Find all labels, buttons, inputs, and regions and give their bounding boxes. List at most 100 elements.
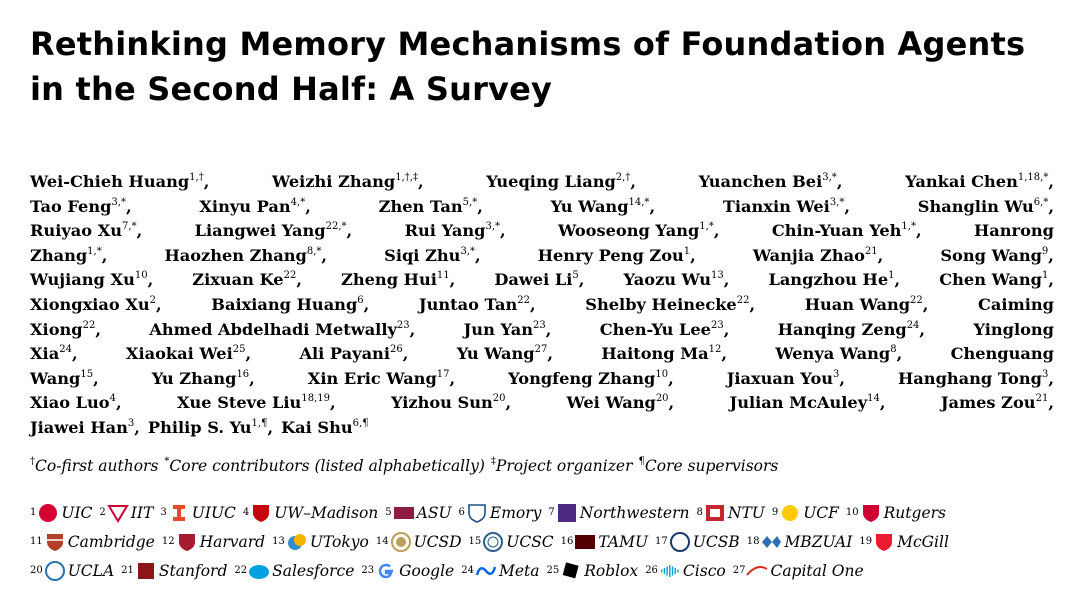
author-name: Yu Wang14,*, [550,196,656,216]
author-name: Shelby Heinecke22, [585,294,756,314]
ucla-logo [44,561,66,581]
author-name-text: Wei Wang [566,393,656,413]
author-name-text: Wenya Wang [775,344,891,364]
mcgill-logo [873,532,895,552]
affiliation-item: 22 Salesforce [234,562,355,580]
author-name: Hanqing Zeng24, [777,319,926,339]
author-name: Wujiang Xu10, [30,270,154,290]
author-name-text: Xiao Luo [30,393,110,413]
author-affiliation-marks: 23 [710,319,724,331]
author-name: Yankai Chen1,18,*, [905,172,1054,191]
footnote-mark: ¶ [638,456,645,467]
author-name-text: Weizhi Zhang [272,172,396,191]
author-name: Xinyu Pan4,*, [199,196,311,216]
author-affiliation-marks: 1,† [189,172,204,183]
author-name: Tao Feng3,*, [30,196,132,216]
author-affiliation-marks: 23 [533,319,546,331]
author-name: Yu Zhang16, [151,368,255,388]
cisco-logo [659,561,681,581]
affiliation-name: Rutgers [883,504,946,522]
affiliation-item: 9 UCF [771,503,839,523]
author-affiliation-marks: 8,* [306,245,322,257]
affiliation-item: 16 TAMU [560,533,649,551]
author-name-text: Dawei Li [494,270,573,290]
author-affiliation-marks: 1,¶ [251,417,268,429]
author-name: Weizhi Zhang1,†,‡, [272,172,424,191]
author-name-text: Tianxin Wei [722,196,830,216]
author-name-text: Yizhou Sun [390,393,493,413]
author-affiliation-marks: 11 [436,270,450,282]
author-affiliation-marks: 9 [1041,245,1049,257]
capital-one-logo [746,561,768,581]
author-affiliation-marks: 20 [655,393,669,405]
author-affiliation-marks: 4 [109,393,116,405]
author-name-text: Hanrong [974,221,1054,241]
author-name: Kai Shu6,¶ [281,416,368,441]
author-affiliation-marks: 22 [910,294,923,306]
author-name-text: Jun Yan [463,319,534,339]
affiliation-name: UTokyo [309,533,369,551]
author-name: Ahmed Abdelhadi Metwally23, [149,319,416,339]
author-line: Wei-Chieh Huang1,†, Weizhi Zhang1,†,‡, Yue… [30,170,1054,195]
author-name-text: Wujiang Xu [30,270,135,290]
affiliations-row-1: 1 UIC 2 IIT 3 UIUC 4 UW–Madison 5 ASU 6 Emory 7 North… [30,503,1060,523]
author-name-text: Jiawei Han [30,417,128,437]
author-affiliation-marks: 10 [655,368,669,380]
author-name: Jun Yan23, [463,319,552,339]
author-affiliation-marks: 27 [534,344,548,356]
author-affiliation-marks: 15 [80,368,94,380]
emory-logo [466,503,488,523]
stanford-logo [135,561,157,581]
affiliation-item: 23 Google [361,562,455,580]
author-affiliation-marks: 16 [236,368,250,380]
author-name-text: Xiong [30,319,83,339]
author-line: Xiong22, Ahmed Abdelhadi Metwally23, Jun Y… [30,318,1054,343]
author-line: Jiawei Han3, Philip S. Yu1,¶, Kai Shu6,¶ [30,416,1054,441]
affiliation-name: McGill [897,533,949,551]
author-name: Xiongxiao Xu2, [30,294,162,314]
author-name: Chen-Yu Lee23, [599,319,730,339]
author-name: Haitong Ma12, [601,344,728,364]
footnote: †Co-first authors [30,456,158,476]
author-name: Haozhen Zhang8,*, [164,245,328,265]
author-name-text: Zixuan Ke [192,270,284,290]
author-affiliation-marks: 13 [710,270,724,282]
affiliation-name: Emory [489,504,542,522]
affiliation-item: 6 Emory [458,503,542,523]
author-name: Wenya Wang8, [775,344,903,364]
author-name: Baixiang Huang6, [211,294,370,314]
author-affiliation-marks: 17 [436,368,450,380]
harvard-logo [176,532,198,552]
author-line: Wujiang Xu10, Zixuan Ke22, Zheng Hui11, Daw… [30,268,1054,293]
author-affiliation-marks: 3,* [111,196,126,208]
author-line: Xia24, Xiaokai Wei25, Ali Payani26, Yu Wang… [30,342,1054,367]
affiliation-name: UCLA [67,562,115,580]
author-affiliation-marks: 3,* [822,172,837,183]
affiliation-name: UIUC [191,504,236,522]
roblox-logo [560,561,582,581]
ucf-logo [779,503,801,523]
author-name: Hanrong [974,219,1054,244]
author-affiliation-marks: 12 [708,344,722,356]
author-name-text: Chen-Yu Lee [599,319,711,339]
affiliation-name: Capital One [770,562,864,580]
author-name-text: Yu Wang [550,196,629,216]
author-affiliation-marks: 6,¶ [352,417,369,429]
author-affiliation-marks: 1 [888,270,895,282]
author-name: James Zou21, [940,393,1054,413]
affiliation-item: 25 Roblox [546,561,639,581]
affiliation-item: 14 UCSD [375,532,462,552]
author-name-text: Philip S. Yu [147,417,252,437]
author-affiliation-marks: 3,* [829,196,845,208]
author-affiliation-marks: 1 [1041,270,1049,282]
footnote-mark: † [30,456,35,467]
author-name-text: Haozhen Zhang [164,245,307,265]
author-affiliation-marks: 24 [59,344,72,356]
affiliation-name: UW–Madison [274,504,379,522]
ucsb-logo [669,532,691,552]
affiliation-item: 13 UTokyo [272,533,369,551]
author-name-text: Xue Steve Liu [176,393,302,413]
author-affiliation-marks: 14 [867,393,880,405]
rutgers-logo [860,503,882,523]
author-name-text: Caiming [978,294,1054,314]
